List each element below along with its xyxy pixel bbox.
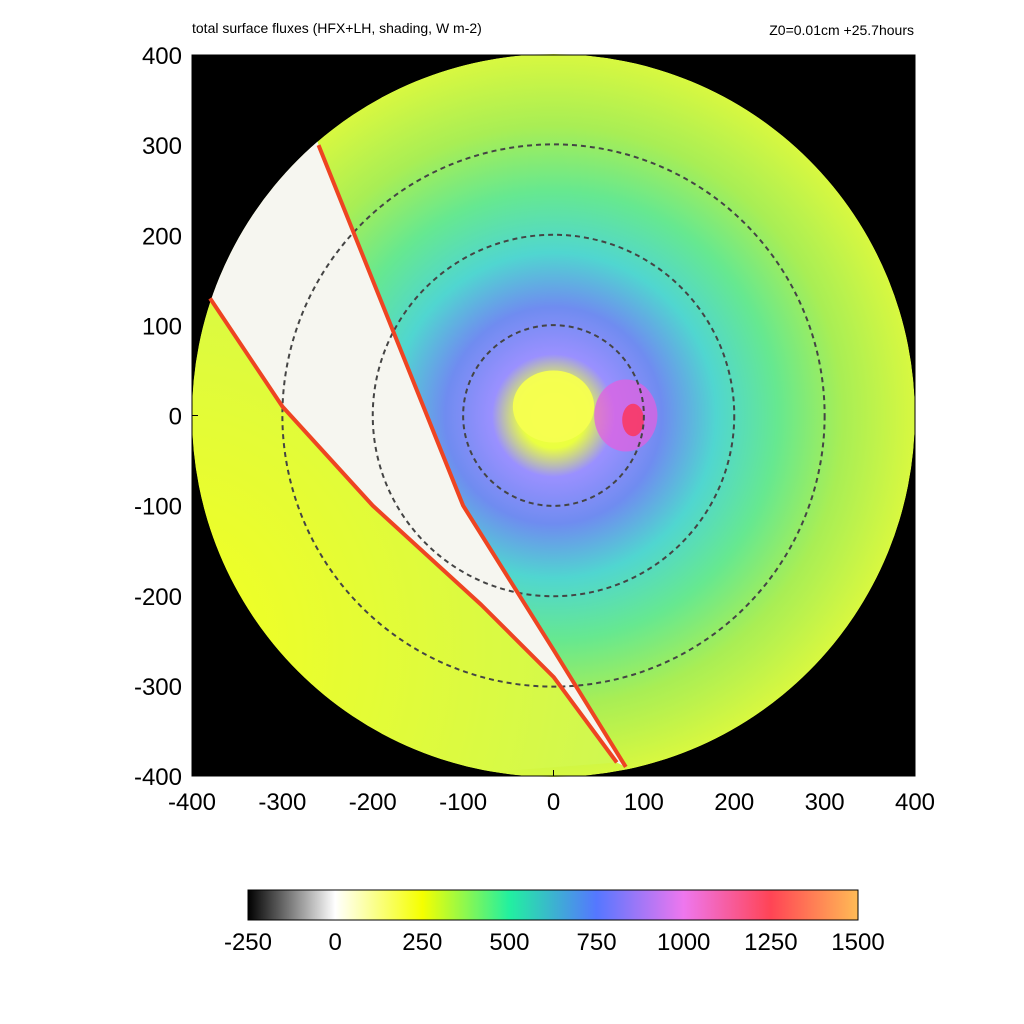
range-ring-1 bbox=[462, 324, 645, 507]
boundary-line-1 bbox=[316, 144, 628, 769]
x-tick-label: -200 bbox=[349, 789, 397, 816]
eye-core bbox=[512, 370, 595, 443]
x-tick-label: -100 bbox=[439, 789, 487, 816]
boundary-lines bbox=[208, 144, 628, 769]
run-info-label: Z0=0.01cm +25.7hours bbox=[769, 22, 914, 38]
boundary-line-2 bbox=[208, 297, 619, 764]
x-tick-label: -400 bbox=[168, 789, 216, 816]
y-tick-label: 300 bbox=[142, 133, 182, 160]
range-rings bbox=[281, 143, 826, 688]
x-tick-label: 100 bbox=[624, 789, 664, 816]
eyewall-max bbox=[622, 403, 644, 437]
colorbar bbox=[247, 889, 859, 921]
colorbar-tick-label: 1500 bbox=[831, 929, 884, 956]
colorbar-tick-label: -250 bbox=[224, 929, 272, 956]
x-tick-label: 0 bbox=[547, 789, 560, 816]
colorbar-tick-label: 0 bbox=[328, 929, 341, 956]
range-ring-3 bbox=[281, 143, 826, 688]
y-tick-label: 400 bbox=[142, 43, 182, 70]
y-tick-label: -400 bbox=[134, 764, 182, 791]
colorbar-tick-label: 250 bbox=[402, 929, 442, 956]
colorbar-tick-label: 500 bbox=[489, 929, 529, 956]
x-axis: -400 -300 -200 -100 0 100 200 300 400 bbox=[168, 770, 935, 816]
y-tick-label: -100 bbox=[134, 494, 182, 521]
y-tick-label: -200 bbox=[134, 584, 182, 611]
range-ring-2 bbox=[371, 233, 736, 598]
chart-title: total surface fluxes (HFX+LH, shading, W… bbox=[192, 20, 482, 36]
y-tick-label: 200 bbox=[142, 223, 182, 250]
y-tick-label: 0 bbox=[169, 404, 182, 431]
colorbar-tick-label: 750 bbox=[577, 929, 617, 956]
colorbar-ticks: -250 0 250 500 750 1000 1250 1500 bbox=[224, 929, 885, 956]
colorbar-tick-label: 1250 bbox=[744, 929, 797, 956]
y-axis: 400 300 200 100 0 -100 -200 -300 -400 bbox=[134, 43, 198, 791]
y-tick-label: -300 bbox=[134, 674, 182, 701]
x-tick-label: 400 bbox=[895, 789, 935, 816]
x-tick-label: 200 bbox=[714, 789, 754, 816]
x-tick-label: -300 bbox=[258, 789, 306, 816]
x-tick-label: 300 bbox=[805, 789, 845, 816]
colorbar-tick-label: 1000 bbox=[657, 929, 710, 956]
y-tick-label: 100 bbox=[142, 313, 182, 340]
